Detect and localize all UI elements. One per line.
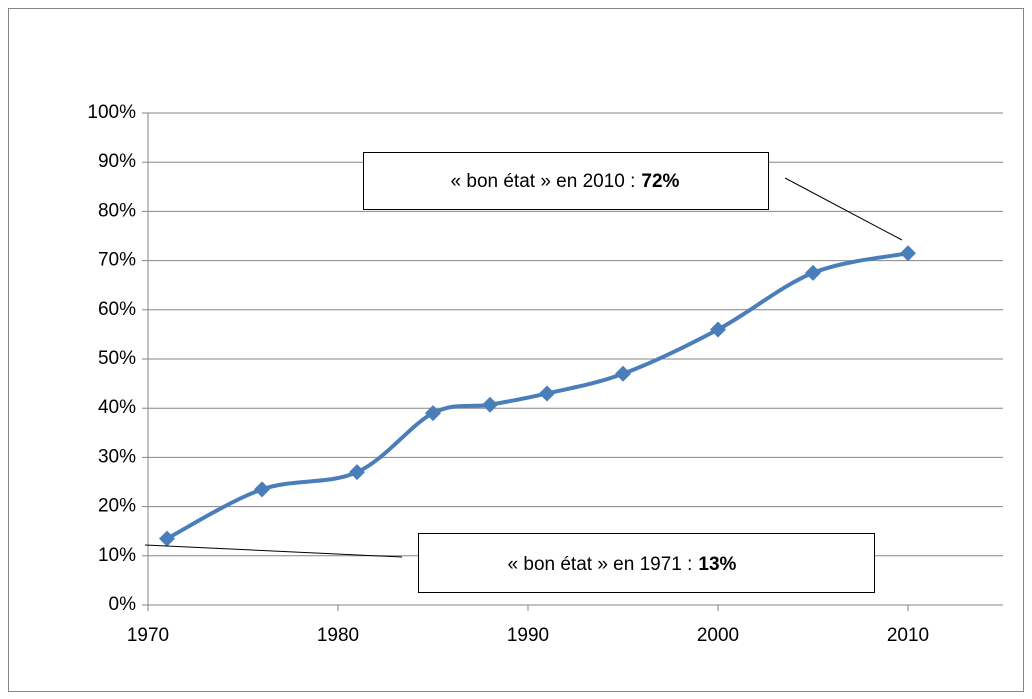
point-marker [425,405,441,422]
y-tick-label: 90% [98,151,136,172]
annotation: « bon état » en 2010 :72% [451,171,680,192]
annotation-text: « bon état » en 1971 : [508,554,693,575]
point-marker [900,245,916,262]
point-marker [482,396,498,413]
x-tick-label: 2000 [697,625,739,646]
y-tick-label: 20% [98,496,136,517]
annotation-box [363,152,769,210]
x-tick-label: 1990 [507,625,549,646]
marks [159,245,916,547]
x-tick-label: 1980 [317,625,359,646]
point-marker [349,464,365,481]
y-tick-label: 0% [109,594,137,615]
point-marker [710,321,726,338]
point-marker [254,481,270,498]
annotation-box [418,533,875,593]
y-tick-label: 50% [98,348,136,369]
y-tick-label: 10% [98,545,136,566]
x-tick-label: 2010 [887,625,929,646]
point-marker [615,365,631,382]
y-tick-label: 100% [87,102,136,123]
annotation-value: 13% [698,554,736,575]
leader-line [144,544,403,558]
y-tick-label: 80% [98,200,136,221]
y-tick-label: 60% [98,299,136,320]
y-tick-label: 30% [98,446,136,467]
x-tick-label: 1970 [127,625,169,646]
annotation: « bon état » en 1971 :13% [508,554,737,575]
y-tick-label: 40% [98,397,136,418]
y-tick-label: 70% [98,250,136,271]
annotation-text: « bon état » en 2010 : [451,171,636,192]
annotation-value: 72% [641,171,679,192]
leader-line [784,177,903,241]
series-line [166,251,909,541]
point-marker [539,385,555,402]
point-marker [805,264,821,281]
point-marker [159,530,175,547]
